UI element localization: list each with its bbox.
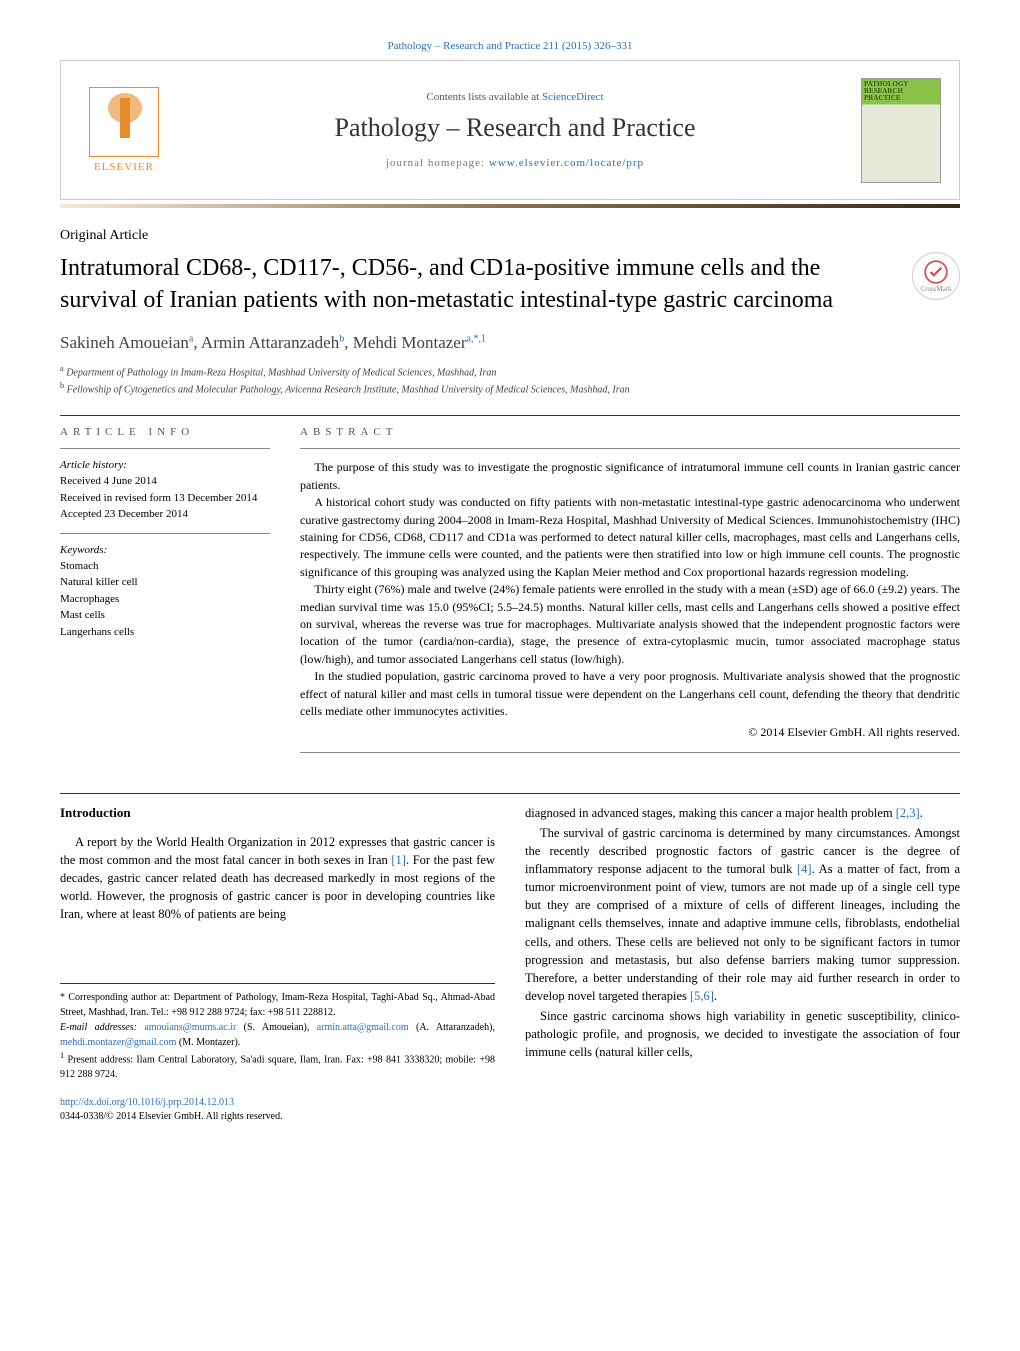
corresponding-author-note: * Corresponding author at: Department of…: [60, 990, 495, 1020]
abstract-heading: ABSTRACT: [300, 426, 960, 438]
info-divider-2: [60, 533, 270, 534]
author-3-affil[interactable]: a,*,1: [467, 333, 486, 344]
contents-prefix: Contents lists available at: [426, 91, 541, 103]
footer-meta: http://dx.doi.org/10.1016/j.prp.2014.12.…: [60, 1096, 495, 1124]
right-p3: Since gastric carcinoma shows high varia…: [525, 1007, 960, 1061]
right-p1-text: diagnosed in advanced stages, making thi…: [525, 806, 896, 820]
affiliations: a Department of Pathology in Imam-Reza H…: [60, 363, 960, 398]
body-columns: Introduction A report by the World Healt…: [60, 804, 960, 1125]
homepage-prefix: journal homepage:: [386, 157, 489, 169]
crossmark-badge[interactable]: CrossMark: [912, 252, 960, 300]
right-p1-text-b: .: [920, 806, 923, 820]
journal-header-box: ELSEVIER Contents lists available at Sci…: [60, 60, 960, 200]
left-column: Introduction A report by the World Healt…: [60, 804, 495, 1125]
author-1: Sakineh Amoueian: [60, 333, 189, 352]
history-revised: Received in revised form 13 December 201…: [60, 490, 270, 507]
right-p2-text-c: .: [714, 989, 717, 1003]
article-info-column: ARTICLE INFO Article history: Received 4…: [60, 426, 270, 762]
author-list: Sakineh Amoueiana, Armin Attaranzadehb, …: [60, 333, 960, 353]
history-label: Article history:: [60, 459, 270, 471]
article-type: Original Article: [60, 228, 960, 244]
cover-label: PATHOLOGY RESEARCH PRACTICE: [864, 81, 938, 102]
history-accepted: Accepted 23 December 2014: [60, 506, 270, 523]
info-abstract-row: ARTICLE INFO Article history: Received 4…: [60, 426, 960, 762]
homepage-link[interactable]: www.elsevier.com/locate/prp: [489, 157, 644, 169]
publisher-logo[interactable]: ELSEVIER: [79, 80, 169, 180]
email-addresses: E-mail addresses: amouians@mums.ac.ir (S…: [60, 1020, 495, 1050]
divider-bottom: [60, 793, 960, 794]
article-title: Intratumoral CD68-, CD117-, CD56-, and C…: [60, 252, 898, 317]
abstract-p2: A historical cohort study was conducted …: [300, 494, 960, 581]
publisher-name: ELSEVIER: [94, 161, 154, 173]
abstract-divider-bottom: [300, 752, 960, 753]
right-p2-text-b: . As a matter of fact, from a tumor micr…: [525, 862, 960, 1003]
keywords-label: Keywords:: [60, 544, 270, 556]
crossmark-icon: [923, 259, 949, 285]
running-header: Pathology – Research and Practice 211 (2…: [60, 40, 960, 52]
right-p1: diagnosed in advanced stages, making thi…: [525, 804, 960, 822]
header-center: Contents lists available at ScienceDirec…: [169, 91, 861, 169]
email-3[interactable]: mehdi.montazer@gmail.com: [60, 1037, 176, 1048]
affiliation-b: b Fellowship of Cytogenetics and Molecul…: [60, 380, 960, 397]
abstract-p4: In the studied population, gastric carci…: [300, 668, 960, 720]
doi-link[interactable]: http://dx.doi.org/10.1016/j.prp.2014.12.…: [60, 1097, 234, 1108]
abstract-p3: Thirty eight (76%) male and twelve (24%)…: [300, 581, 960, 668]
abstract-column: ABSTRACT The purpose of this study was t…: [300, 426, 960, 762]
crossmark-label: CrossMark: [920, 285, 951, 293]
email-2-name: (A. Attaranzadeh),: [409, 1022, 495, 1033]
divider-top: [60, 415, 960, 416]
email-label: E-mail addresses:: [60, 1022, 144, 1033]
email-2[interactable]: armin.atta@gmail.com: [317, 1022, 409, 1033]
keyword-2: Natural killer cell: [60, 574, 270, 591]
sciencedirect-link[interactable]: ScienceDirect: [542, 91, 604, 103]
homepage-line: journal homepage: www.elsevier.com/locat…: [169, 157, 861, 169]
abstract-p1: The purpose of this study was to investi…: [300, 459, 960, 494]
introduction-heading: Introduction: [60, 804, 495, 823]
ref-23-link[interactable]: [2,3]: [896, 806, 920, 820]
keyword-4: Mast cells: [60, 607, 270, 624]
author-2: , Armin Attaranzadeh: [193, 333, 339, 352]
ref-56-link[interactable]: [5,6]: [690, 989, 714, 1003]
keyword-3: Macrophages: [60, 591, 270, 608]
footnotes: * Corresponding author at: Department of…: [60, 983, 495, 1082]
ref-1-link[interactable]: [1]: [391, 853, 406, 867]
keyword-1: Stomach: [60, 558, 270, 575]
intro-p1: A report by the World Health Organizatio…: [60, 833, 495, 924]
article-info-heading: ARTICLE INFO: [60, 426, 270, 438]
right-column: diagnosed in advanced stages, making thi…: [525, 804, 960, 1125]
gradient-divider: [60, 204, 960, 208]
abstract-divider-top: [300, 448, 960, 449]
author-3: , Mehdi Montazer: [344, 333, 466, 352]
present-address-note: 1 Present address: Ilam Central Laborato…: [60, 1050, 495, 1082]
journal-ref-link[interactable]: Pathology – Research and Practice 211 (2…: [388, 40, 633, 52]
journal-cover-thumbnail[interactable]: PATHOLOGY RESEARCH PRACTICE: [861, 78, 941, 183]
email-3-name: (M. Montazer).: [176, 1037, 240, 1048]
keyword-5: Langerhans cells: [60, 624, 270, 641]
elsevier-tree-icon: [89, 87, 159, 157]
right-p2: The survival of gastric carcinoma is det…: [525, 824, 960, 1005]
journal-name: Pathology – Research and Practice: [169, 113, 861, 143]
abstract-copyright: © 2014 Elsevier GmbH. All rights reserve…: [300, 724, 960, 741]
issn-copyright: 0344-0338/© 2014 Elsevier GmbH. All righ…: [60, 1111, 283, 1122]
affiliation-a: a Department of Pathology in Imam-Reza H…: [60, 363, 960, 380]
page-container: Pathology – Research and Practice 211 (2…: [0, 0, 1020, 1164]
history-received: Received 4 June 2014: [60, 473, 270, 490]
email-1-name: (S. Amoueian),: [236, 1022, 316, 1033]
email-1[interactable]: amouians@mums.ac.ir: [144, 1022, 236, 1033]
title-row: Intratumoral CD68-, CD117-, CD56-, and C…: [60, 252, 960, 333]
contents-line: Contents lists available at ScienceDirec…: [169, 91, 861, 103]
info-divider-1: [60, 448, 270, 449]
ref-4-link[interactable]: [4]: [797, 862, 812, 876]
